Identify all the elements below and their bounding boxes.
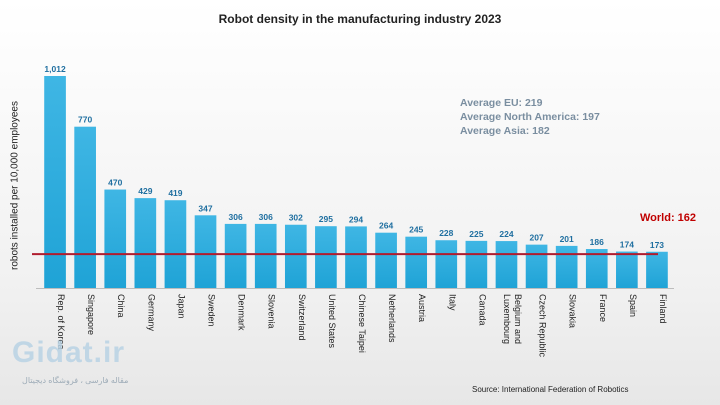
bar: [254, 223, 277, 288]
x-tick-label-line: Chinese Taipei: [357, 294, 367, 353]
x-tick-label-line: Luxembourg: [502, 294, 512, 344]
world-average-label: World: 162: [640, 212, 697, 224]
data-label: 1,012: [44, 64, 66, 74]
x-tick-label-line: Italy: [447, 294, 457, 311]
data-label: 347: [198, 203, 212, 213]
x-tick-label-line: China: [116, 294, 126, 318]
data-label: 264: [379, 221, 393, 231]
x-tick-label: China: [116, 294, 126, 318]
x-tick-label: Sweden: [207, 294, 217, 327]
data-label: 224: [499, 229, 513, 239]
bar: [284, 224, 307, 288]
data-label: 201: [560, 234, 574, 244]
bar: [616, 251, 638, 288]
data-label: 225: [469, 229, 483, 239]
data-label: 228: [439, 228, 453, 238]
x-tick-label: Netherlands: [387, 294, 397, 343]
x-tick-label: Rep. of Korea: [56, 294, 66, 350]
x-tick-label: Japan: [176, 294, 186, 319]
bar: [134, 198, 157, 288]
source-note: Source: International Federation of Robo…: [472, 385, 629, 394]
x-tick-label: Germany: [146, 294, 156, 332]
data-label: 295: [319, 214, 333, 224]
bar: [495, 241, 518, 288]
x-tick-label-line: Slovenia: [267, 294, 277, 329]
data-label: 419: [168, 188, 182, 198]
x-tick-label-line: United States: [327, 294, 337, 349]
bar: [465, 240, 488, 288]
data-label: 186: [590, 237, 604, 247]
x-tick-label: Austria: [417, 294, 427, 322]
x-tick-label-line: Rep. of Korea: [56, 294, 66, 350]
bar: [646, 251, 668, 288]
data-label: 470: [108, 178, 122, 188]
data-label: 173: [650, 240, 664, 250]
bar: [315, 226, 337, 288]
x-tick-label: Slovenia: [267, 294, 277, 329]
x-tick-label: Slovakia: [568, 294, 578, 328]
x-tick-label-line: Netherlands: [387, 294, 397, 343]
x-tick-label-line: Japan: [176, 294, 186, 319]
x-tick-label: Spain: [628, 294, 638, 317]
x-tick-label-line: France: [598, 294, 608, 322]
x-tick-label: Czech Republic: [538, 294, 548, 358]
x-tick-label: Canada: [477, 294, 487, 326]
x-tick-label: Italy: [447, 294, 457, 311]
x-tick-label: Chinese Taipei: [357, 294, 367, 353]
bar: [104, 189, 127, 288]
bar: [435, 240, 458, 288]
bar: [345, 226, 367, 288]
bar: [194, 215, 217, 288]
x-tick-label: Singapore: [86, 294, 96, 335]
x-tick-label: Denmark: [237, 294, 247, 331]
average-asia-label: Average Asia: 182: [460, 125, 550, 137]
bar: [525, 244, 548, 288]
data-label: 306: [229, 212, 243, 222]
x-tick-label: France: [598, 294, 608, 322]
x-tick-label-line: Switzerland: [297, 294, 307, 341]
x-tick-label: United States: [327, 294, 337, 349]
data-label: 306: [259, 212, 273, 222]
data-label: 770: [78, 115, 92, 125]
data-label: 174: [620, 240, 634, 250]
bar: [585, 249, 608, 288]
x-tick-label-line: Finland: [658, 294, 668, 324]
x-tick-label-line: Denmark: [237, 294, 247, 331]
watermark: Gidat.ir مقاله فارسی ، فروشگاه دیجیتال: [12, 336, 128, 392]
bar: [405, 236, 428, 288]
average-north-america-label: Average North America: 197: [460, 111, 600, 123]
x-tick-label: Finland: [658, 294, 668, 324]
watermark-logo: Gidat.ir: [12, 336, 126, 369]
x-tick-label-line: Belgium and: [513, 294, 523, 344]
x-tick-label-line: Spain: [628, 294, 638, 317]
x-tick-label: Switzerland: [297, 294, 307, 341]
x-tick-label-line: Austria: [417, 294, 427, 322]
chart-title: Robot density in the manufacturing indus…: [218, 12, 502, 26]
data-label: 245: [409, 225, 423, 235]
x-tick-label-line: Slovakia: [568, 294, 578, 328]
bar: [555, 245, 578, 288]
x-tick-label-line: Sweden: [207, 294, 217, 327]
bar: [164, 200, 187, 288]
bar: [375, 232, 397, 288]
bar: [44, 76, 66, 288]
data-label: 429: [138, 186, 152, 196]
x-tick-label-line: Canada: [477, 294, 487, 326]
x-tick-label-line: Czech Republic: [538, 294, 548, 358]
data-label: 294: [349, 214, 363, 224]
bar: [74, 126, 96, 289]
watermark-tagline: مقاله فارسی ، فروشگاه دیجیتال: [22, 376, 129, 385]
x-tick-label-line: Singapore: [86, 294, 96, 335]
x-tick-label-line: Germany: [146, 294, 156, 332]
bar: [224, 223, 247, 288]
average-eu-label: Average EU: 219: [460, 97, 543, 109]
averages-annotation: Average EU: 219 Average North America: 1…: [460, 96, 600, 138]
data-label: 207: [529, 233, 543, 243]
data-label: 302: [289, 213, 303, 223]
